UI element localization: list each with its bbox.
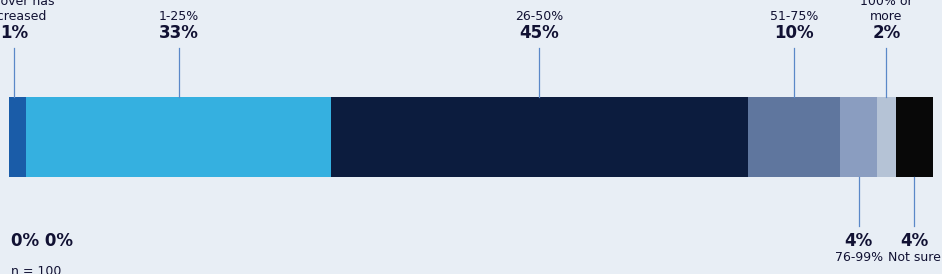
Text: 51-75%: 51-75% xyxy=(770,10,818,23)
Bar xyxy=(748,97,840,177)
Text: 0% 0%: 0% 0% xyxy=(11,232,73,250)
Text: Turnover has
decreased: Turnover has decreased xyxy=(0,0,55,23)
Text: 76-99%: 76-99% xyxy=(835,251,883,264)
Text: 100% or
more: 100% or more xyxy=(860,0,913,23)
Text: 1-25%: 1-25% xyxy=(158,10,199,23)
Text: 10%: 10% xyxy=(774,24,814,42)
Text: 2%: 2% xyxy=(872,24,901,42)
Bar xyxy=(877,97,896,177)
Text: 33%: 33% xyxy=(159,24,199,42)
Text: Not sure: Not sure xyxy=(887,251,940,264)
Text: n = 100: n = 100 xyxy=(11,265,61,274)
Bar xyxy=(896,97,933,177)
Text: 4%: 4% xyxy=(900,232,928,250)
Text: 45%: 45% xyxy=(520,24,560,42)
Bar xyxy=(23,97,26,177)
Text: 4%: 4% xyxy=(844,232,872,250)
Bar xyxy=(26,97,332,177)
Bar xyxy=(840,97,877,177)
Text: 1%: 1% xyxy=(0,24,28,42)
Bar xyxy=(19,97,23,177)
Text: 26-50%: 26-50% xyxy=(515,10,563,23)
Bar xyxy=(9,97,19,177)
Bar xyxy=(332,97,748,177)
